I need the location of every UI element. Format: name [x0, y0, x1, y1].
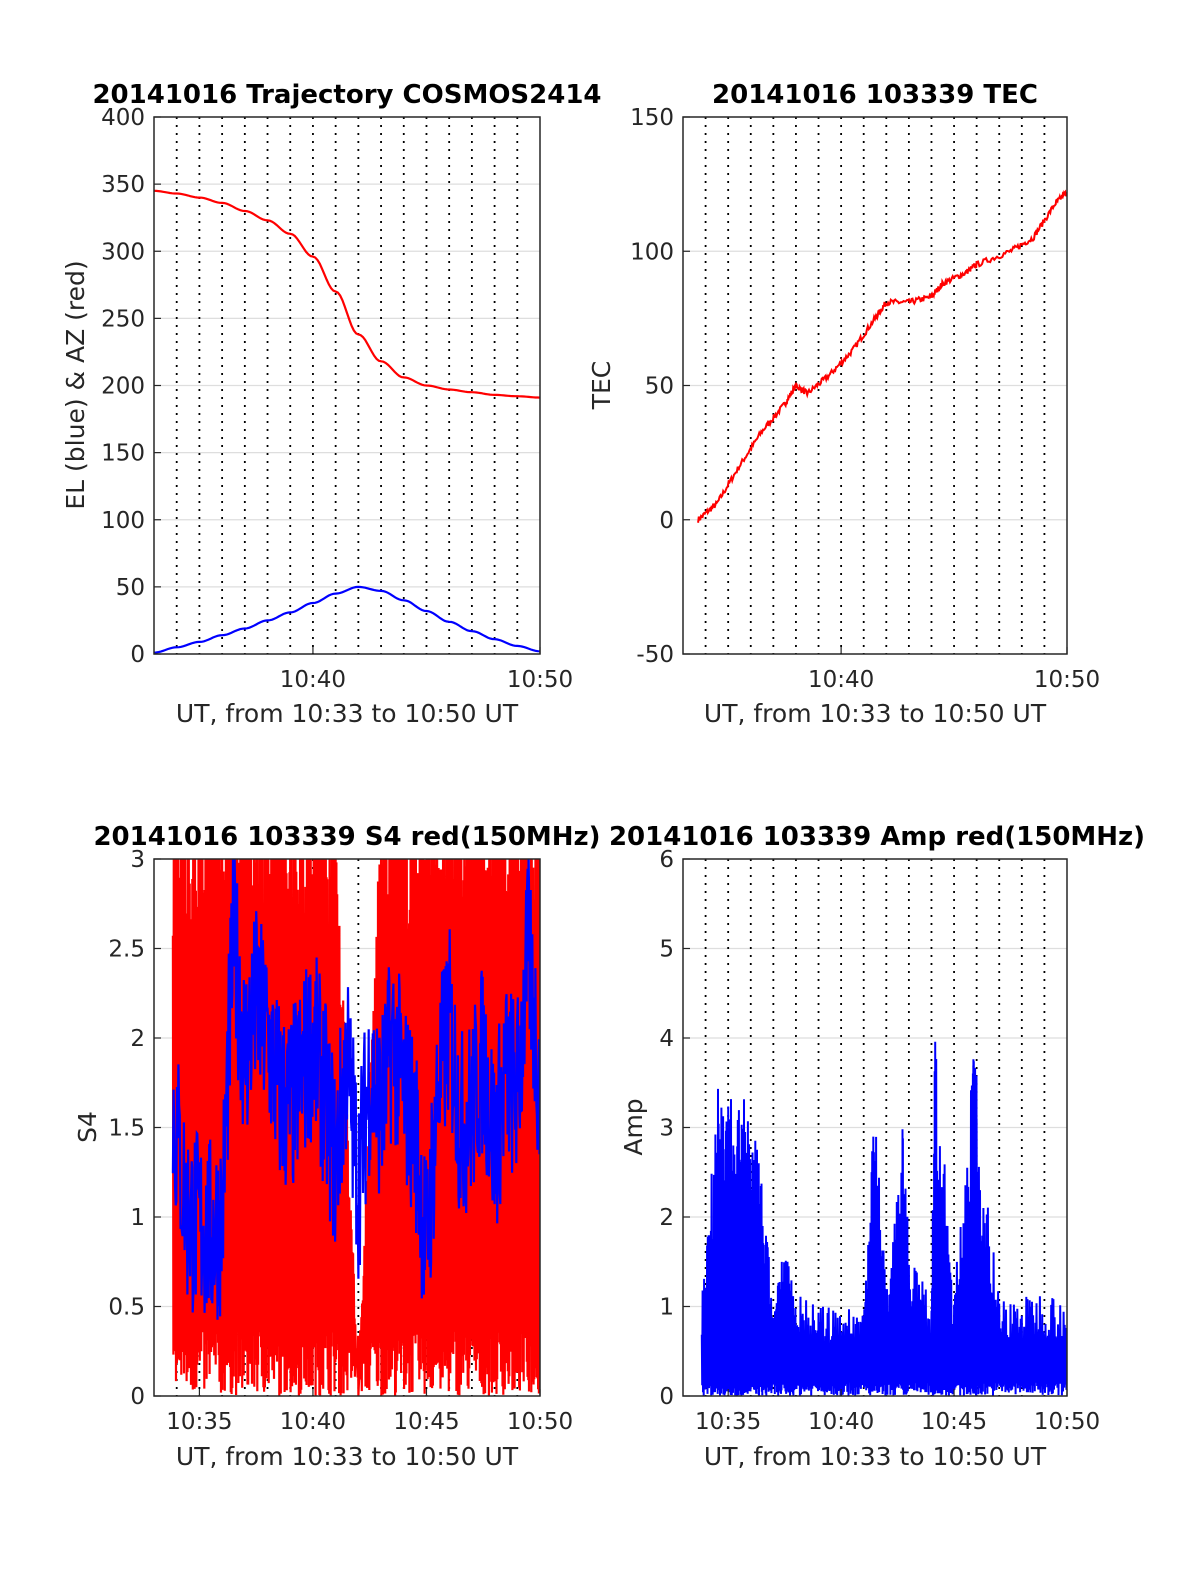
panel-amp: 0 1 2 3 4 5 6 10:35 10:40 10:45 10:50 20141016 103…	[609, 822, 1145, 1471]
s4-ytick-label: 1	[130, 1205, 145, 1231]
s4-ytick-label: 0.5	[108, 1295, 145, 1321]
s4-ytick-label: 2.5	[108, 937, 145, 963]
tec-xlabel: UT, from 10:33 to 10:50 UT	[704, 699, 1047, 728]
s4-ylabel: S4	[73, 1111, 102, 1143]
s4-ytick-label: 1.5	[108, 1116, 145, 1142]
trajectory-ytick-label: 300	[101, 239, 145, 265]
trajectory-ytick-label: 100	[101, 508, 145, 534]
trajectory-series-line	[154, 585, 540, 654]
amp-ytick-label: 3	[659, 1116, 674, 1142]
tec-title: 20141016 103339 TEC	[712, 80, 1038, 110]
s4-ytick-label: 2	[130, 1026, 145, 1052]
trajectory-ytick-label: 150	[101, 441, 145, 467]
tec-series-line	[697, 189, 1067, 523]
amp-xtick-label: 10:40	[808, 1409, 874, 1435]
amp-xlabel: UT, from 10:33 to 10:50 UT	[704, 1442, 1047, 1471]
s4-xtick-label: 10:45	[393, 1409, 459, 1435]
tec-xtick-label: 10:40	[808, 667, 874, 693]
amp-xtick-label: 10:45	[921, 1409, 987, 1435]
amp-ytick-label: 1	[659, 1295, 674, 1321]
s4-ticks: 0 0.5 1 1.5 2 2.5 3 10:35 10:40 10:45 10:50	[108, 847, 573, 1435]
tec-xtick-label: 10:50	[1034, 667, 1100, 693]
s4-xtick-label: 10:50	[507, 1409, 573, 1435]
s4-series-line	[171, 859, 540, 1320]
trajectory-title: 20141016 Trajectory COSMOS2414	[92, 80, 601, 110]
trajectory-ytick-label: 50	[116, 575, 145, 601]
tec-ytick-label: 100	[630, 239, 674, 265]
trajectory-ytick-label: 400	[101, 105, 145, 131]
tec-ytick-label: 0	[659, 508, 674, 534]
tec-ytick-label: -50	[636, 642, 674, 668]
s4-xlabel: UT, from 10:33 to 10:50 UT	[176, 1442, 519, 1471]
amp-ytick-label: 5	[659, 937, 674, 963]
tec-ticks: -50 0 50 100 150 10:40 10:50	[630, 105, 1100, 693]
amp-series-line	[700, 1041, 1067, 1396]
s4-ytick-label: 3	[130, 847, 145, 873]
trajectory-series	[154, 189, 540, 654]
trajectory-ylabel: EL (blue) & AZ (red)	[61, 260, 90, 509]
amp-ytick-label: 4	[659, 1026, 674, 1052]
amp-ticks: 0 1 2 3 4 5 6 10:35 10:40 10:45 10:50	[659, 847, 1100, 1435]
amp-ylabel: Amp	[619, 1098, 648, 1155]
trajectory-ticks: 0 50 100 150 200 250 300 350 400 10:40 10:50	[101, 105, 573, 693]
s4-series	[171, 859, 540, 1396]
amp-ytick-label: 0	[659, 1384, 674, 1410]
s4-xtick-label: 10:40	[280, 1409, 346, 1435]
s4-xtick-label: 10:35	[166, 1409, 232, 1435]
trajectory-xtick-label: 10:40	[280, 667, 346, 693]
s4-ytick-label: 0	[130, 1384, 145, 1410]
amp-ytick-label: 2	[659, 1205, 674, 1231]
trajectory-grid	[154, 117, 540, 654]
amp-xtick-label: 10:35	[695, 1409, 761, 1435]
trajectory-xlabel: UT, from 10:33 to 10:50 UT	[176, 699, 519, 728]
tec-grid	[683, 117, 1067, 654]
trajectory-ytick-label: 200	[101, 374, 145, 400]
panel-s4: 0 0.5 1 1.5 2 2.5 3 10:35 10:40 10:45 10:50 201410…	[73, 822, 601, 1471]
tec-ytick-label: 150	[630, 105, 674, 131]
trajectory-series-line	[154, 189, 540, 399]
tec-ytick-label: 50	[645, 374, 674, 400]
amp-title: 20141016 103339 Amp red(150MHz)	[609, 822, 1145, 852]
trajectory-ytick-label: 350	[101, 172, 145, 198]
s4-title: 20141016 103339 S4 red(150MHz)	[93, 822, 600, 852]
tec-ylabel: TEC	[587, 361, 616, 411]
amp-ytick-label: 6	[659, 847, 674, 873]
tec-series	[697, 189, 1067, 523]
amp-series	[700, 1041, 1067, 1396]
trajectory-ytick-label: 250	[101, 306, 145, 332]
trajectory-ytick-label: 0	[130, 642, 145, 668]
panel-tec: -50 0 50 100 150 10:40 10:50 20141016 103339 T…	[587, 80, 1100, 728]
trajectory-xtick-label: 10:50	[507, 667, 573, 693]
amp-xtick-label: 10:50	[1034, 1409, 1100, 1435]
panel-trajectory: 0 50 100 150 200 250 300 350 400 10:40 10:50 20141…	[61, 80, 602, 728]
